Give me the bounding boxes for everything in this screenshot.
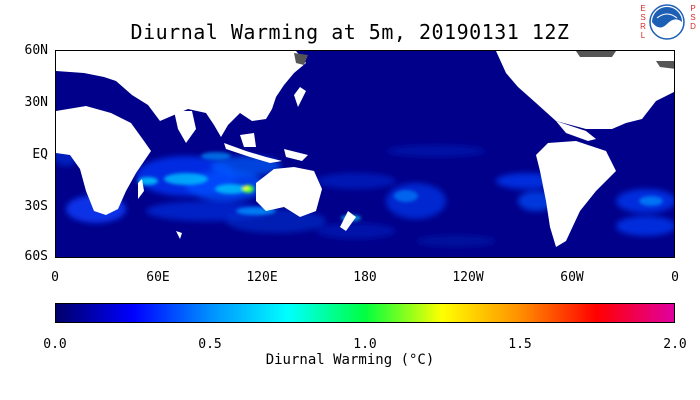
lon-label-0: 0 (51, 270, 59, 285)
north-america-landmass (496, 51, 674, 129)
diurnal-warming-map (55, 50, 675, 258)
land-masses (56, 51, 674, 247)
org-letter: E (640, 4, 646, 13)
lon-label-120e: 120E (246, 270, 278, 285)
lat-label-30s: 30S (24, 199, 48, 214)
lon-label-60e: 60E (146, 270, 170, 285)
eurasia-landmass (56, 51, 306, 137)
indonesia-landmass (224, 143, 282, 163)
map-canvas (56, 51, 674, 257)
greenland-landmass (624, 51, 666, 65)
lon-label-60w: 60W (560, 270, 584, 285)
org-letter: D (690, 22, 696, 31)
africa-landmass (56, 106, 151, 215)
madagascar-landmass (138, 179, 144, 199)
esrl-label: E S R L (638, 4, 648, 40)
colorbar-tick-0-5: 0.5 (198, 337, 222, 352)
lat-label-30n: 30N (24, 95, 48, 110)
australia-landmass (256, 167, 322, 217)
org-letter: L (640, 31, 646, 40)
colorbar-tick-1-0: 1.0 (353, 337, 377, 352)
lon-label-0-end: 0 (671, 270, 679, 285)
colorbar-tick-1-5: 1.5 (508, 337, 532, 352)
org-letter: S (640, 13, 646, 22)
lon-label-180: 180 (353, 270, 377, 285)
colorbar-tick-2-0: 2.0 (663, 337, 687, 352)
borneo-landmass (240, 133, 256, 147)
lat-label-eq: EQ (32, 147, 48, 162)
central-america-landmass (556, 121, 596, 141)
colorbar (55, 303, 675, 323)
japan-landmass (294, 87, 306, 107)
lon-label-120w: 120W (452, 270, 484, 285)
lat-label-60n: 60N (24, 43, 48, 58)
new-zealand-landmass (340, 211, 356, 231)
sea-ice (294, 51, 674, 69)
noaa-logo (649, 4, 685, 40)
new-guinea-landmass (284, 149, 308, 161)
india-landmass (174, 111, 196, 143)
colorbar-tick-0: 0.0 (43, 337, 67, 352)
org-letter: P (690, 4, 696, 13)
org-letter: S (690, 13, 696, 22)
lat-label-60s: 60S (24, 249, 48, 264)
org-letter: R (640, 22, 646, 31)
map-title: Diurnal Warming at 5m, 20190131 12Z (130, 20, 570, 44)
colorbar-title: Diurnal Warming (°C) (265, 352, 435, 368)
psd-label: P S D (688, 4, 698, 31)
warming-hotspots (138, 152, 663, 221)
south-america-landmass (536, 141, 616, 247)
southern-island (176, 231, 182, 239)
